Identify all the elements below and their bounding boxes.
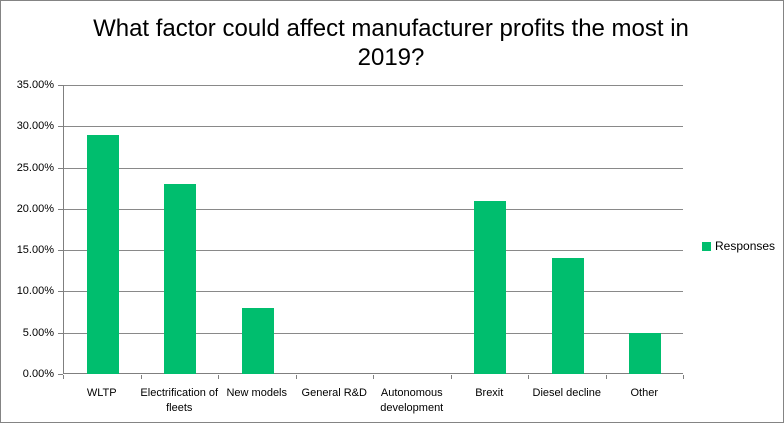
x-axis-tick xyxy=(683,375,684,379)
x-axis-tick xyxy=(450,375,452,379)
plot-area xyxy=(63,85,683,374)
x-axis-tick xyxy=(295,375,297,379)
chart-title: What factor could affect manufacturer pr… xyxy=(93,15,689,71)
y-axis-tick xyxy=(58,374,63,375)
legend: Responses xyxy=(702,239,775,253)
bar-diesel-decline xyxy=(551,258,584,374)
y-axis-tick-label: 0.00% xyxy=(22,368,54,380)
y-axis-tick-label: 20.00% xyxy=(16,202,54,215)
y-axis-tick xyxy=(58,208,63,210)
bar-electrification-of-fleets xyxy=(164,184,197,374)
legend-swatch-icon xyxy=(702,241,711,251)
x-axis-tick xyxy=(140,375,142,379)
y-axis-tick xyxy=(58,85,63,86)
x-axis-category-label: WLTP xyxy=(86,387,117,399)
legend-label: Responses xyxy=(715,239,776,253)
y-axis-tick-label: 35.00% xyxy=(16,79,54,91)
x-axis-tick xyxy=(63,375,64,379)
y-axis-tick xyxy=(58,167,63,169)
y-axis-tick-label: 10.00% xyxy=(16,285,54,298)
x-axis-category-label: New models xyxy=(226,387,288,399)
y-axis-tick-label: 30.00% xyxy=(16,120,54,133)
gridline xyxy=(64,167,683,169)
bar-new-models xyxy=(241,307,274,374)
bar-brexit xyxy=(474,200,507,374)
y-axis-tick xyxy=(58,332,63,334)
gridline xyxy=(64,291,683,293)
bar-wltp xyxy=(86,134,119,374)
x-axis-category-label: Autonomous development xyxy=(380,387,444,414)
x-axis-tick xyxy=(373,375,374,379)
y-axis-tick xyxy=(58,250,63,252)
x-axis-tick xyxy=(528,375,529,379)
x-axis-category-label: General R&D xyxy=(301,387,367,399)
gridline xyxy=(64,126,683,128)
x-axis-tick xyxy=(605,375,607,379)
y-axis-tick-label: 15.00% xyxy=(16,244,54,257)
x-axis-tick xyxy=(218,375,219,379)
bar-other xyxy=(629,332,662,374)
x-axis-category-label: Diesel decline xyxy=(532,387,601,399)
y-axis-tick-label: 5.00% xyxy=(22,326,54,339)
x-axis-category-label: Electrification of fleets xyxy=(140,387,219,414)
y-axis-tick-label: 25.00% xyxy=(16,161,54,174)
y-axis-tick xyxy=(58,126,63,128)
x-axis-category-label: Other xyxy=(630,387,658,399)
gridline xyxy=(64,85,683,86)
gridline xyxy=(64,250,683,252)
y-axis-tick xyxy=(58,291,63,293)
gridline xyxy=(64,332,683,334)
x-axis-category-label: Brexit xyxy=(475,387,504,399)
gridline xyxy=(64,208,683,210)
